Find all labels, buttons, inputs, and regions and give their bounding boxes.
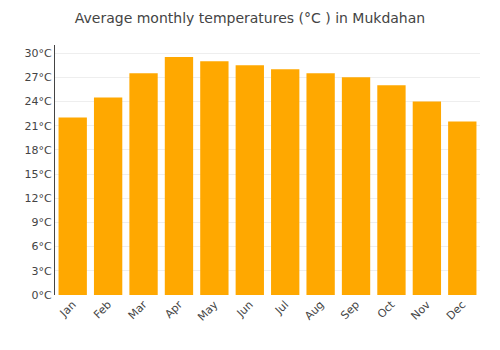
svg-text:Dec: Dec: [444, 298, 468, 322]
svg-text:Mar: Mar: [126, 298, 150, 322]
svg-text:Jul: Jul: [272, 298, 291, 317]
svg-text:Aug: Aug: [302, 298, 326, 322]
svg-text:9°C: 9°C: [32, 216, 52, 229]
svg-text:24°C: 24°C: [25, 95, 52, 108]
svg-text:Sep: Sep: [338, 298, 362, 322]
svg-text:0°C: 0°C: [32, 289, 52, 302]
svg-text:12°C: 12°C: [25, 192, 52, 205]
svg-text:27°C: 27°C: [25, 71, 52, 84]
svg-text:Jan: Jan: [57, 298, 79, 320]
svg-text:Feb: Feb: [91, 298, 114, 321]
svg-text:Oct: Oct: [375, 298, 398, 321]
svg-text:May: May: [195, 298, 221, 324]
svg-text:3°C: 3°C: [32, 265, 52, 278]
svg-text:21°C: 21°C: [25, 120, 52, 133]
svg-text:6°C: 6°C: [32, 240, 52, 253]
svg-text:Jun: Jun: [234, 298, 256, 320]
svg-text:18°C: 18°C: [25, 144, 52, 157]
svg-text:30°C: 30°C: [25, 47, 52, 60]
svg-text:Apr: Apr: [162, 298, 185, 321]
svg-text:15°C: 15°C: [25, 168, 52, 181]
svg-text:Average monthly temperatures (: Average monthly temperatures (°C ) in Mu…: [75, 10, 425, 26]
svg-text:Nov: Nov: [409, 298, 434, 323]
